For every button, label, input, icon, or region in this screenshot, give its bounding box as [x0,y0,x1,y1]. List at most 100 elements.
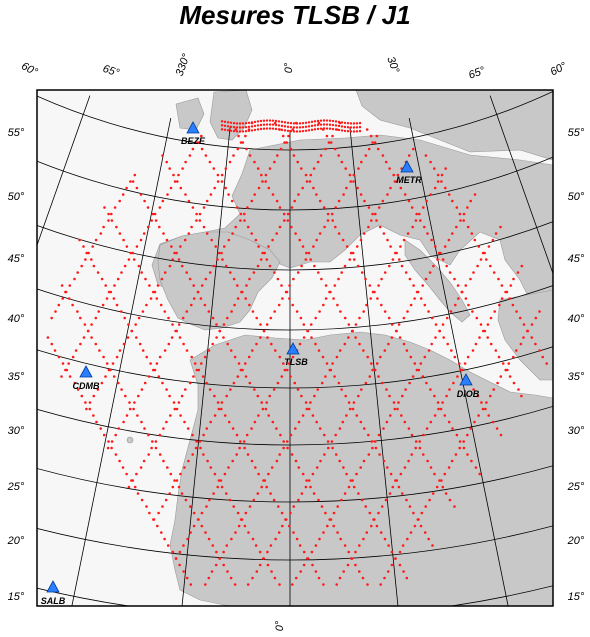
track-point [334,120,338,123]
track-point [445,394,448,398]
track-point [248,505,252,508]
track-point [300,167,303,170]
track-point [452,381,455,385]
track-point [302,550,306,554]
track-point [220,407,223,411]
track-point [320,277,323,281]
track-point [309,485,312,489]
track-point [137,264,141,268]
track-point [84,401,87,404]
track-point [512,277,515,281]
track-point [363,199,366,203]
track-point [84,258,87,261]
track-point [289,129,293,133]
track-point [151,212,155,216]
track-point [331,134,334,138]
track-point [178,550,182,554]
track-point [399,186,403,190]
track-point [265,119,269,122]
track-point [340,125,344,128]
track-point [301,129,305,133]
track-point [445,316,449,320]
track-point [337,154,341,157]
track-point [347,336,350,339]
track-point [199,446,202,450]
track-point [223,124,227,128]
track-point [267,472,270,476]
track-point [226,121,230,124]
track-point [409,531,413,534]
track-point [109,290,113,294]
track-point [64,290,68,294]
track-point [281,134,285,138]
track-point [392,401,396,404]
track-point [347,401,351,404]
track-point [278,206,282,209]
track-point [363,427,366,430]
track-point [295,122,299,125]
track-point [280,375,284,378]
track-point [226,342,229,346]
track-point [479,323,483,326]
track-point [291,355,295,359]
track-point [378,453,381,456]
track-point [472,271,475,274]
track-point [464,284,468,287]
track-point [246,583,250,586]
track-point [443,414,447,417]
track-point [80,394,84,398]
track-point [131,180,135,183]
track-point [307,121,311,124]
track-point [283,125,287,128]
track-point [315,193,318,196]
track-point [486,336,490,339]
track-point [286,125,290,129]
station-salb[interactable]: SALB [41,580,66,606]
track-point [156,524,159,528]
track-point [275,459,279,463]
track-point [338,349,342,352]
track-point [300,492,304,495]
track-point [317,576,321,580]
track-point [193,362,197,365]
track-point [322,127,326,130]
station-tlsb[interactable]: TLSB [284,342,308,367]
track-point [385,420,389,424]
track-point [172,401,176,404]
track-point [206,459,209,463]
track-point [123,264,127,268]
track-point [293,381,297,385]
track-point [307,407,311,411]
track-point [404,388,407,391]
track-point [215,336,218,339]
track-point [334,128,338,131]
track-point [382,459,386,463]
station-metr[interactable]: METR [396,160,422,185]
track-point [278,583,281,586]
track-point [463,362,467,365]
track-point [469,277,472,281]
latitude-label-left: 35° [8,371,25,383]
track-point [322,206,326,209]
track-point [305,479,308,482]
track-point [200,284,204,287]
track-point [455,225,458,229]
track-point [323,225,326,229]
track-point [245,147,248,151]
track-point [265,485,269,489]
track-point [232,129,236,133]
track-point [476,264,479,268]
track-point [157,511,160,515]
track-point [259,336,262,339]
track-point [359,420,363,424]
track-point [257,472,260,476]
station-beze[interactable]: BEZE [181,121,206,146]
station-cdmb[interactable]: CDMB [73,365,100,391]
track-point [259,123,263,127]
track-point [354,336,357,339]
track-point [355,472,358,476]
track-point [222,336,225,339]
track-point [237,362,241,365]
track-point [142,232,146,235]
station-diob[interactable]: DIOB [457,373,480,399]
